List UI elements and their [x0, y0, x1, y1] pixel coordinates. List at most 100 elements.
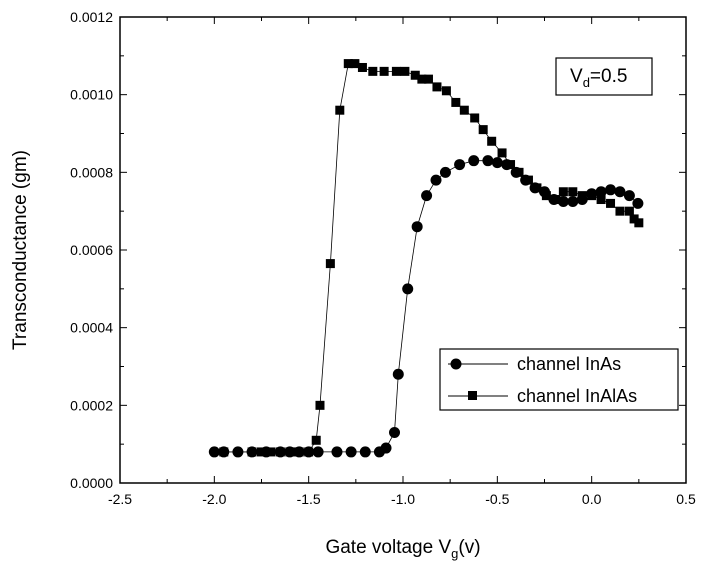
- data-point: [459, 105, 469, 115]
- annotation-frame: [555, 57, 653, 96]
- data-point: [266, 447, 276, 457]
- data-point: [497, 148, 507, 158]
- data-point: [423, 74, 433, 84]
- legend-marker-inalas: [468, 391, 477, 400]
- tick-labels: -2.5 -2.0 -1.5 -1.0 -0.5 0.0 0.5 0.0000 0.0002 0.…: [70, 9, 696, 507]
- data-point: [379, 66, 389, 76]
- data-point: [491, 157, 503, 169]
- x-tick-label: 0.0: [582, 491, 602, 507]
- data-point: [325, 259, 335, 269]
- data-point: [275, 447, 285, 457]
- annotation-main: V: [570, 66, 583, 87]
- data-point: [430, 174, 442, 186]
- x-tick-label: -1.5: [297, 491, 321, 507]
- y-tick-label: 0.0004: [70, 320, 113, 336]
- data-point: [514, 167, 524, 177]
- data-point: [411, 221, 423, 233]
- data-point: [410, 70, 420, 80]
- series-inas: [208, 155, 644, 458]
- data-point: [290, 447, 300, 457]
- data-point: [523, 175, 533, 185]
- data-point: [312, 446, 324, 458]
- data-point: [614, 186, 626, 198]
- data-point: [595, 186, 607, 198]
- data-point: [558, 187, 568, 197]
- data-point: [335, 105, 345, 115]
- data-point: [350, 59, 360, 69]
- y-tick-label: 0.0012: [70, 9, 113, 25]
- data-point: [567, 195, 579, 207]
- data-point: [343, 59, 353, 69]
- x-axis-title-main: Gate voltage V: [325, 537, 451, 558]
- data-point: [468, 155, 480, 167]
- data-point: [392, 368, 404, 380]
- data-point: [482, 155, 494, 167]
- data-point: [596, 195, 606, 205]
- data-point: [439, 166, 451, 178]
- y-tick-label: 0.0008: [70, 164, 113, 180]
- data-point: [632, 197, 644, 209]
- x-axis-title: Gate voltage Vg(v): [325, 537, 480, 561]
- annotation-box: Vd=0.5: [555, 57, 653, 96]
- annotation-text: Vd=0.5: [570, 66, 627, 90]
- y-axis-title: Transconductance (gm): [10, 150, 31, 350]
- y-tick-label: 0.0010: [70, 87, 113, 103]
- data-point: [417, 74, 427, 84]
- data-point: [629, 214, 639, 224]
- data-point: [421, 190, 433, 202]
- data-point: [532, 183, 542, 193]
- data-point: [257, 447, 266, 457]
- legend-marker-inas: [450, 358, 462, 370]
- data-point: [454, 159, 466, 171]
- data-point: [359, 446, 371, 458]
- data-point: [285, 447, 295, 457]
- series-layer: [208, 59, 644, 458]
- y-tick-label: 0.0000: [70, 475, 113, 491]
- data-point: [432, 82, 442, 92]
- x-tick-label: -2.5: [108, 491, 132, 507]
- data-point: [487, 136, 497, 146]
- data-point: [331, 446, 343, 458]
- data-point: [451, 97, 461, 107]
- x-tick-label: -2.0: [202, 491, 226, 507]
- legend: channel InAs channel InAlAs: [439, 348, 679, 411]
- data-point: [402, 283, 414, 295]
- data-point: [568, 187, 578, 197]
- legend-label-inas: channel InAs: [517, 354, 621, 374]
- data-point: [208, 446, 220, 458]
- x-axis-title-sub: g: [451, 546, 458, 561]
- x-tick-label: 0.5: [676, 491, 696, 507]
- data-point: [577, 191, 587, 201]
- data-point: [389, 427, 401, 439]
- legend-label-inalas: channel InAlAs: [517, 386, 637, 406]
- annotation-sub: d: [583, 75, 590, 90]
- data-point: [470, 113, 480, 123]
- data-point: [294, 447, 304, 457]
- data-point: [304, 447, 314, 457]
- data-point: [634, 218, 644, 228]
- annotation-tail: =0.5: [590, 66, 628, 87]
- data-point: [391, 66, 401, 76]
- axis-ticks: [119, 16, 687, 484]
- x-tick-label: -1.0: [391, 491, 415, 507]
- data-point: [606, 198, 616, 208]
- data-point: [219, 447, 229, 457]
- data-point: [541, 191, 551, 201]
- data-point: [624, 206, 634, 216]
- data-point: [478, 125, 488, 135]
- data-point: [400, 66, 410, 76]
- data-point: [357, 62, 367, 72]
- data-point: [615, 206, 625, 216]
- x-tick-label: -0.5: [485, 491, 509, 507]
- data-point: [345, 446, 357, 458]
- data-point: [557, 195, 569, 207]
- data-point: [311, 435, 321, 445]
- data-point: [247, 447, 257, 457]
- data-point: [380, 442, 392, 454]
- y-tick-label: 0.0006: [70, 242, 113, 258]
- data-point: [315, 400, 325, 410]
- y-tick-label: 0.0002: [70, 397, 113, 413]
- legend-frame: [439, 348, 679, 411]
- data-point: [368, 66, 378, 76]
